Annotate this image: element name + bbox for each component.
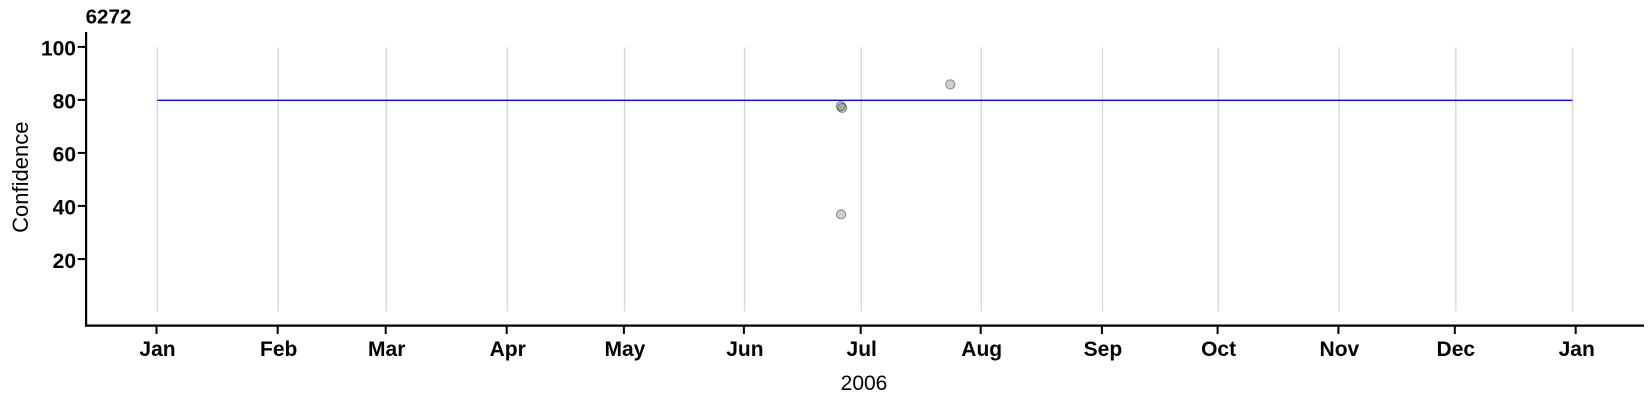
svg-text:40: 40 — [53, 197, 76, 220]
svg-text:Jan: Jan — [139, 338, 175, 361]
svg-text:Jul: Jul — [847, 338, 877, 361]
svg-text:Feb: Feb — [260, 338, 297, 361]
svg-text:Nov: Nov — [1320, 338, 1360, 361]
svg-text:6272: 6272 — [86, 5, 132, 28]
svg-text:Oct: Oct — [1201, 338, 1236, 361]
svg-text:May: May — [604, 338, 645, 361]
svg-text:Aug: Aug — [961, 338, 1002, 361]
svg-text:2006: 2006 — [841, 372, 888, 395]
svg-text:Dec: Dec — [1437, 338, 1476, 361]
svg-text:20: 20 — [53, 250, 76, 273]
svg-text:100: 100 — [41, 38, 76, 61]
svg-text:Apr: Apr — [490, 338, 526, 361]
svg-text:Mar: Mar — [368, 338, 405, 361]
svg-text:Jan: Jan — [1559, 338, 1595, 361]
svg-text:Jun: Jun — [726, 338, 763, 361]
svg-text:80: 80 — [53, 91, 76, 114]
svg-text:Sep: Sep — [1084, 338, 1123, 361]
svg-text:60: 60 — [53, 144, 76, 167]
svg-text:Confidence: Confidence — [8, 122, 33, 233]
